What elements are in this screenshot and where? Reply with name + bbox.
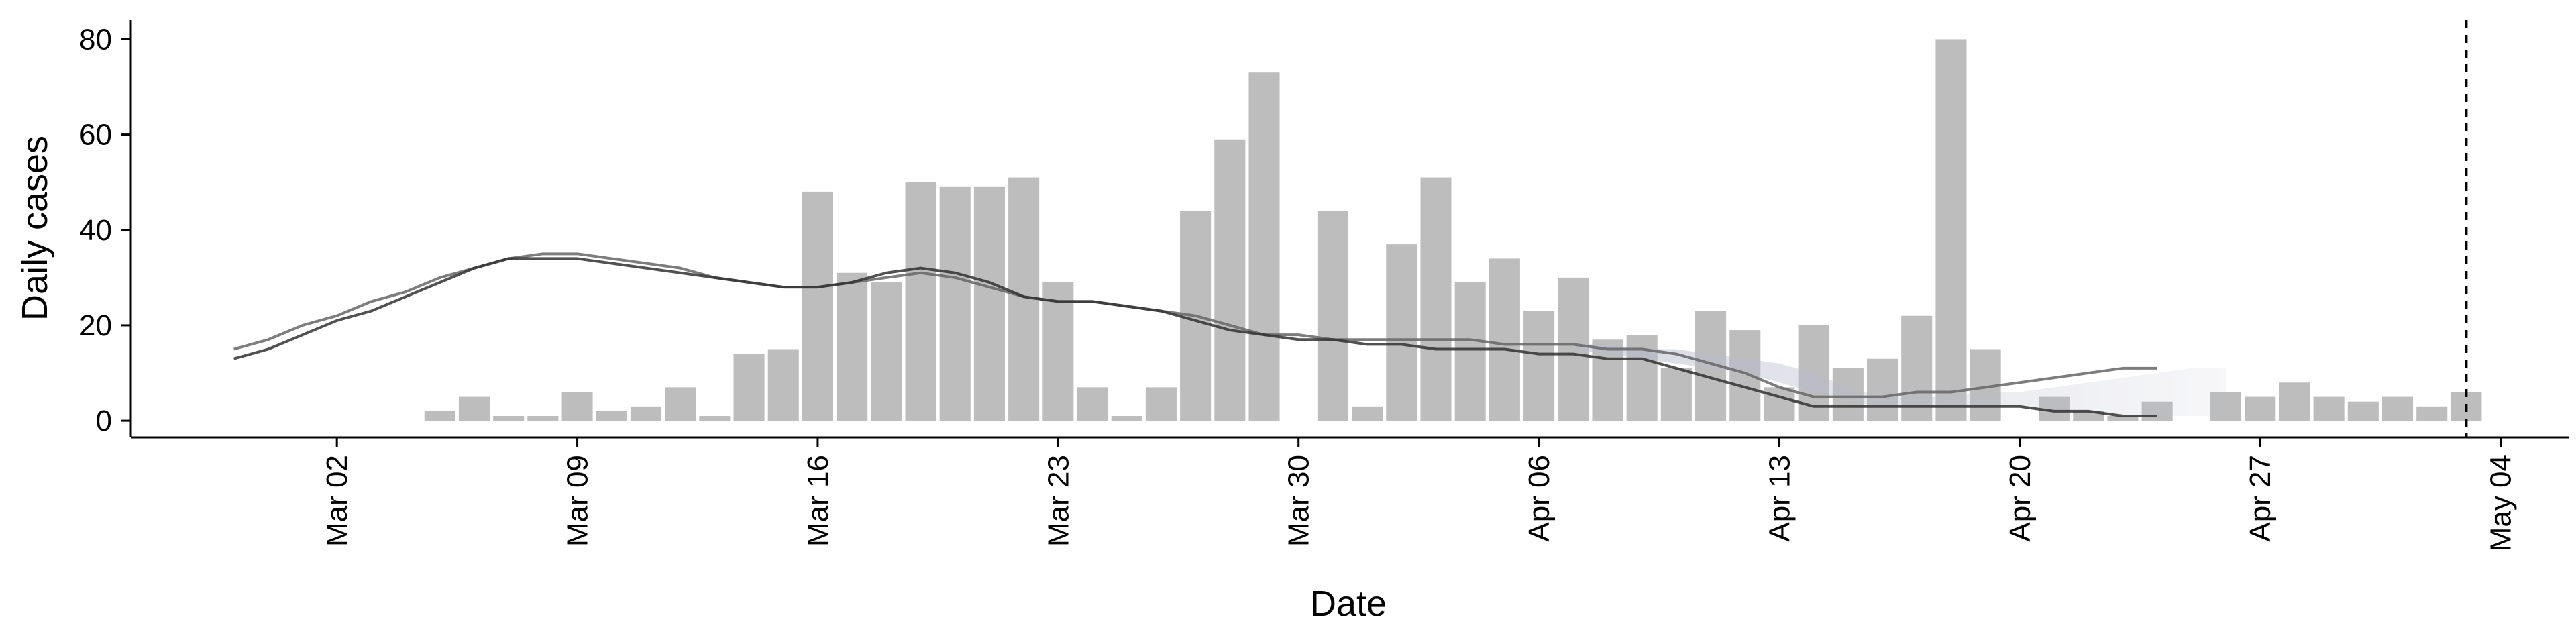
uncertainty-ribbon (1573, 344, 2226, 417)
y-tick-label: 80 (79, 23, 112, 56)
bar (561, 392, 593, 421)
bar (2279, 382, 2310, 421)
bar (699, 416, 731, 421)
bar (1042, 282, 1074, 421)
lines-group (233, 252, 2157, 418)
bar (1352, 406, 1383, 421)
bar (1317, 211, 1348, 421)
x-tick-label: Apr 20 (2004, 455, 2037, 542)
x-ticks-group: Mar 02 Mar 09 Mar 16 Mar 23 Mar 30 Apr 06 Apr … (321, 437, 2518, 551)
series-line (233, 252, 2157, 398)
bar (1145, 387, 1177, 421)
bar (2416, 406, 2448, 421)
bar (939, 186, 971, 421)
y-tick-label: 20 (79, 309, 112, 342)
bar (837, 272, 868, 421)
x-tick-label: Apr 27 (2244, 455, 2277, 542)
bar (458, 396, 490, 421)
bar (2313, 396, 2345, 421)
bar (1454, 282, 1486, 421)
bar (1489, 258, 1520, 421)
bar (493, 416, 525, 421)
bar (596, 411, 627, 421)
bars-group (424, 39, 2482, 421)
x-tick-label: Mar 23 (1042, 455, 1075, 547)
y-tick-label: 40 (79, 214, 112, 247)
bar (973, 186, 1005, 421)
axes-group (129, 20, 2569, 439)
bar (1660, 368, 1692, 421)
y-tick-label: 60 (79, 119, 112, 152)
bar (1214, 139, 1246, 421)
bar (1935, 39, 1967, 421)
x-axis-title: Date (1310, 584, 1387, 624)
x-tick-label: May 04 (2485, 455, 2518, 551)
bar (733, 354, 765, 421)
x-tick-label: Apr 13 (1763, 455, 1796, 542)
bar (2107, 416, 2139, 421)
bar (767, 349, 799, 421)
y-axis-title: Daily cases (15, 136, 55, 321)
bar (1111, 416, 1142, 421)
bar (1077, 387, 1108, 421)
bar (1386, 244, 1417, 421)
x-tick-label: Mar 30 (1283, 455, 1316, 547)
series-line (233, 257, 2157, 418)
x-tick-label: Mar 09 (561, 455, 594, 547)
y-ticks-group: 0 20 40 60 80 (79, 23, 131, 437)
bar (2347, 401, 2379, 421)
bar (1523, 311, 1555, 421)
bar (424, 411, 455, 421)
bar (665, 387, 696, 421)
bar (2245, 396, 2276, 421)
bar (527, 416, 559, 421)
x-tick-label: Apr 06 (1523, 455, 1556, 542)
x-tick-label: Mar 02 (321, 455, 354, 547)
ribbon-group (1573, 344, 2226, 417)
bar (630, 406, 661, 421)
y-tick-label: 0 (96, 405, 112, 437)
bar (871, 282, 902, 421)
bar (1420, 177, 1452, 421)
bar (1867, 358, 1898, 421)
bar (1764, 387, 1795, 421)
bar (2381, 396, 2414, 421)
bar (1248, 72, 1280, 421)
x-tick-label: Mar 16 (802, 455, 835, 547)
bar (905, 182, 936, 421)
bar (802, 191, 833, 421)
